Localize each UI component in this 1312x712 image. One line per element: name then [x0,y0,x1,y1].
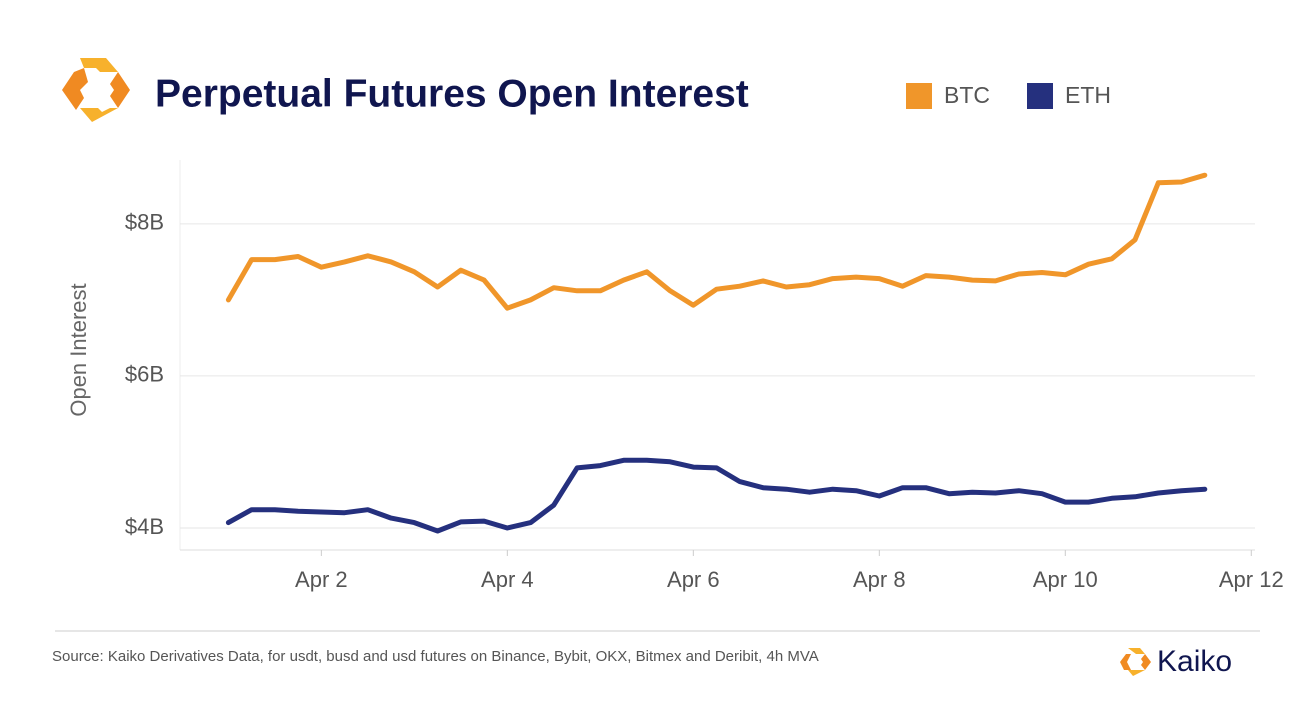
x-tick-label: Apr 10 [1033,567,1098,592]
y-tick-label: $6B [125,362,164,387]
legend-label: BTC [944,82,990,108]
x-tick-label: Apr 4 [481,567,534,592]
x-tick-label: Apr 8 [853,567,906,592]
legend-swatch [1027,83,1053,109]
series-line [225,172,1208,311]
legend-label: ETH [1065,82,1111,108]
y-tick-label: $4B [125,514,164,539]
x-tick-label: Apr 2 [295,567,348,592]
brand-logo [1120,648,1151,676]
y-axis-label: Open Interest [66,283,91,416]
x-tick-label: Apr 12 [1219,567,1284,592]
x-tick-label: Apr 6 [667,567,720,592]
logo [62,58,130,122]
series-line [225,457,1208,534]
legend-swatch [906,83,932,109]
y-tick-label: $8B [125,210,164,235]
source-note: Source: Kaiko Derivatives Data, for usdt… [52,648,819,665]
chart-title: Perpetual Futures Open Interest [155,72,749,115]
brand-name: Kaiko [1157,645,1232,678]
